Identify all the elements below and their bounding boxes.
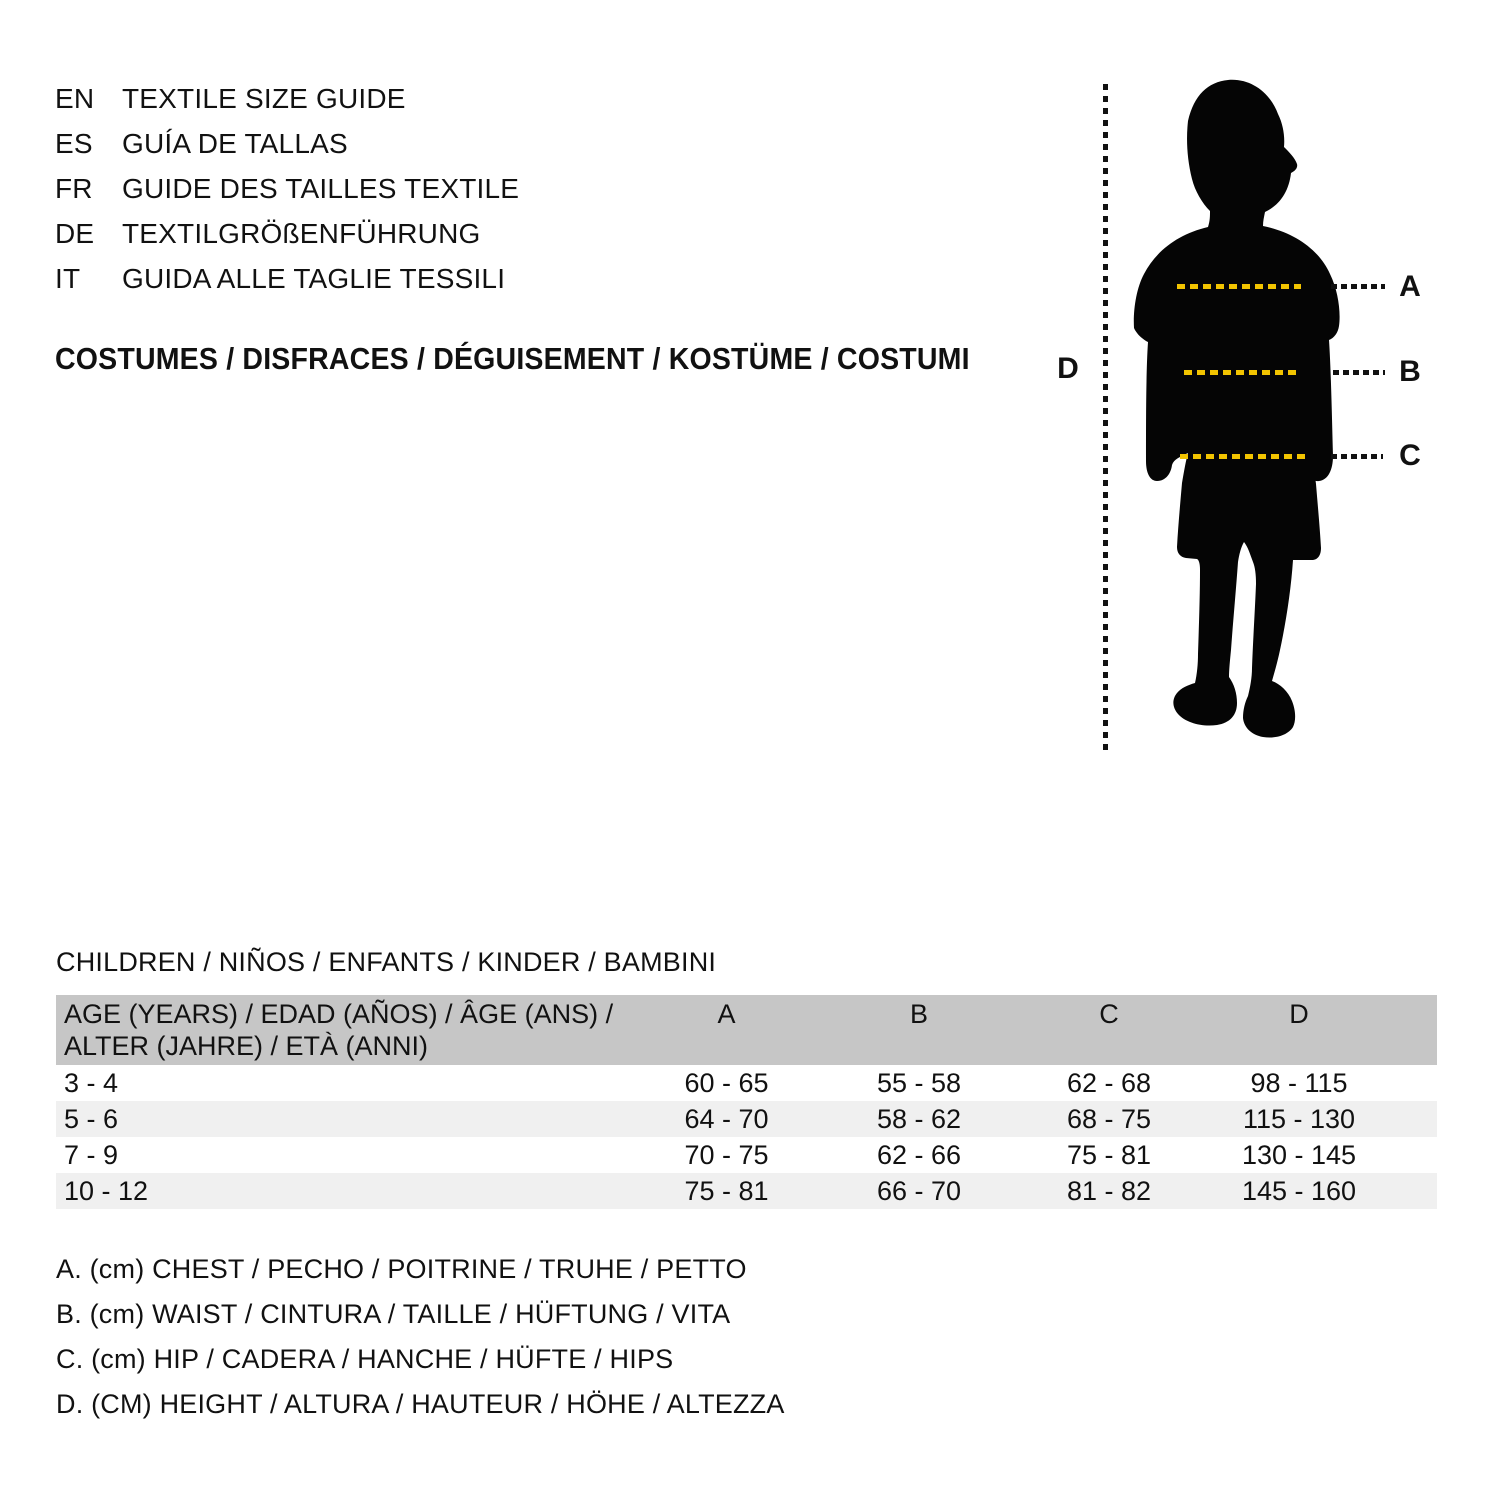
lang-row-fr: FR GUIDE DES TAILLES TEXTILE bbox=[55, 170, 519, 215]
hip-line-yellow-dash bbox=[1180, 454, 1306, 459]
header-age-line1: AGE (YEARS) / EDAD (AÑOS) / ÂGE (ANS) / bbox=[64, 999, 614, 1029]
lang-label-en: TEXTILE SIZE GUIDE bbox=[122, 83, 406, 114]
chest-line-yellow-dash bbox=[1177, 284, 1301, 289]
cell-waist: 66 - 70 bbox=[876, 1176, 962, 1206]
hip-leader-dash bbox=[1331, 454, 1383, 459]
cell-height: 145 - 160 bbox=[1241, 1176, 1357, 1206]
lang-label-fr: GUIDE DES TAILLES TEXTILE bbox=[122, 173, 520, 204]
cell-chest: 75 - 81 bbox=[684, 1176, 769, 1206]
label-hip-c: C bbox=[1399, 439, 1421, 472]
cell-height: 115 - 130 bbox=[1242, 1104, 1356, 1134]
height-measure-dotted-line bbox=[1103, 84, 1108, 754]
lang-code-en: EN bbox=[55, 83, 95, 114]
language-guide-list: EN TEXTILE SIZE GUIDE ES GUÍA DE TALLAS … bbox=[55, 80, 519, 305]
lang-code-de: DE bbox=[55, 218, 95, 249]
legend-waist: B. (cm) WAIST / CINTURA / TAILLE / HÜFTU… bbox=[56, 1299, 731, 1329]
measurement-legend: A. (cm) CHEST / PECHO / POITRINE / TRUHE… bbox=[56, 1250, 785, 1430]
legend-hip: C. (cm) HIP / CADERA / HANCHE / HÜFTE / … bbox=[56, 1344, 674, 1374]
lang-code-fr: FR bbox=[55, 173, 93, 204]
children-size-table: AGE (YEARS) / EDAD (AÑOS) / ÂGE (ANS) / … bbox=[56, 995, 1437, 1209]
legend-chest: A. (cm) CHEST / PECHO / POITRINE / TRUHE… bbox=[56, 1254, 747, 1284]
cell-height: 98 - 115 bbox=[1250, 1068, 1348, 1098]
header-age-line2: ALTER (JAHRE) / ETÀ (ANNI) bbox=[64, 1031, 429, 1061]
cell-chest: 64 - 70 bbox=[684, 1104, 769, 1134]
cell-chest: 60 - 65 bbox=[684, 1068, 769, 1098]
cell-chest: 70 - 75 bbox=[684, 1140, 769, 1170]
cell-age: 3 - 4 bbox=[64, 1068, 119, 1098]
cell-age: 7 - 9 bbox=[64, 1140, 119, 1170]
cell-hip: 81 - 82 bbox=[1066, 1176, 1152, 1206]
cell-age: 5 - 6 bbox=[64, 1104, 119, 1134]
cell-height: 130 - 145 bbox=[1241, 1140, 1357, 1170]
label-height-d: D bbox=[1057, 352, 1079, 385]
lang-row-es: ES GUÍA DE TALLAS bbox=[55, 125, 519, 170]
table-row: 7 - 9 70 - 75 62 - 66 75 - 81 130 - 145 bbox=[56, 1137, 1437, 1173]
child-silhouette-icon bbox=[1133, 79, 1340, 738]
lang-row-en: EN TEXTILE SIZE GUIDE bbox=[55, 80, 519, 125]
header-col-b: B bbox=[909, 999, 928, 1029]
waist-leader-dash bbox=[1333, 370, 1385, 375]
waist-line-yellow-dash bbox=[1184, 370, 1296, 375]
cell-hip: 75 - 81 bbox=[1066, 1140, 1152, 1170]
lang-row-it: IT GUIDA ALLE TAGLIE TESSILI bbox=[55, 260, 519, 305]
chest-leader-dash bbox=[1331, 284, 1385, 289]
table-row: 5 - 6 64 - 70 58 - 62 68 - 75 115 - 130 bbox=[56, 1101, 1437, 1137]
lang-label-it: GUIDA ALLE TAGLIE TESSILI bbox=[122, 263, 506, 294]
lang-code-es: ES bbox=[55, 128, 93, 159]
header-col-a: A bbox=[717, 999, 736, 1029]
cell-waist: 58 - 62 bbox=[876, 1104, 962, 1134]
label-waist-b: B bbox=[1399, 355, 1421, 388]
lang-label-es: GUÍA DE TALLAS bbox=[122, 128, 348, 159]
table-row: 10 - 12 75 - 81 66 - 70 81 - 82 145 - 16… bbox=[56, 1173, 1437, 1209]
cell-waist: 55 - 58 bbox=[876, 1068, 962, 1098]
table-row: 3 - 4 60 - 65 55 - 58 62 - 68 98 - 115 bbox=[56, 1065, 1437, 1101]
cell-hip: 62 - 68 bbox=[1066, 1068, 1152, 1098]
lang-code-it: IT bbox=[55, 263, 81, 294]
category-title: COSTUMES / DISFRACES / DÉGUISEMENT / KOS… bbox=[55, 341, 970, 376]
cell-age: 10 - 12 bbox=[64, 1176, 149, 1206]
lang-label-de: TEXTILGRÖßENFÜHRUNG bbox=[122, 218, 481, 249]
header-col-c: C bbox=[1099, 999, 1119, 1029]
label-chest-a: A bbox=[1399, 270, 1421, 303]
table-header-row: AGE (YEARS) / EDAD (AÑOS) / ÂGE (ANS) / … bbox=[56, 995, 1437, 1065]
legend-height: D. (CM) HEIGHT / ALTURA / HAUTEUR / HÖHE… bbox=[56, 1389, 785, 1419]
cell-hip: 68 - 75 bbox=[1066, 1104, 1152, 1134]
cell-waist: 62 - 66 bbox=[876, 1140, 962, 1170]
header-age-column: AGE (YEARS) / EDAD (AÑOS) / ÂGE (ANS) / … bbox=[56, 998, 629, 1065]
header-col-d: D bbox=[1289, 999, 1309, 1029]
lang-row-de: DE TEXTILGRÖßENFÜHRUNG bbox=[55, 215, 519, 260]
table-title: CHILDREN / NIÑOS / ENFANTS / KINDER / BA… bbox=[56, 947, 717, 977]
